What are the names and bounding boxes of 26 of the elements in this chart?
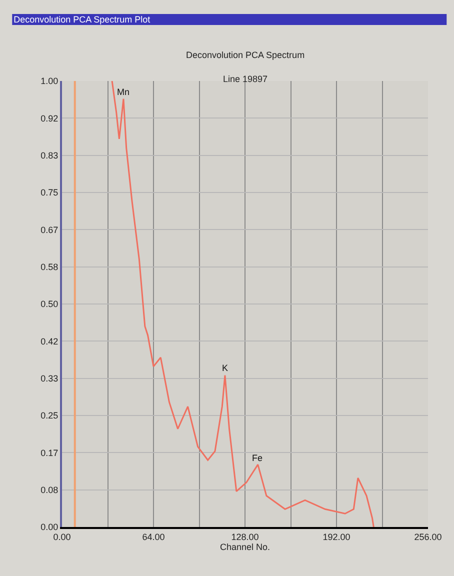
annotation: Fe (252, 453, 263, 463)
y-tick-label: 0.00 (40, 522, 58, 532)
y-tick-label: 1.00 (40, 76, 58, 86)
y-tick-label: 0.25 (40, 410, 58, 421)
y-tick-label: 0.42 (40, 336, 58, 346)
y-tick-label: 0.92 (40, 113, 58, 124)
x-tick-label: 128.00 (231, 532, 259, 542)
y-tick-label: 0.75 (40, 188, 58, 198)
line-series (111, 81, 374, 527)
x-tick-label: 64.00 (142, 532, 165, 542)
x-tick-label: 0.00 (53, 532, 71, 542)
y-tick-label: 0.08 (40, 485, 58, 495)
x-axis-title: Channel No. (220, 542, 270, 552)
y-tick-label: 0.17 (40, 448, 58, 458)
annotation: Mn (117, 87, 130, 97)
x-tick-label: 192.00 (322, 532, 350, 542)
y-tick-label: 0.67 (40, 224, 58, 235)
chart-title: Deconvolution PCA Spectrum Plot (14, 14, 151, 25)
y-tick-label: 0.50 (40, 299, 58, 310)
y-tick-label: 0.33 (40, 374, 58, 384)
y-tick-label: 0.83 (40, 150, 58, 160)
chart-subtitle: Deconvolution PCA Spectrum (186, 50, 305, 60)
annotation: K (222, 363, 228, 373)
x-tick-label: 256.00 (414, 532, 442, 542)
annotation: Line 19897 (223, 74, 268, 84)
y-tick-label: 0.58 (40, 262, 58, 272)
